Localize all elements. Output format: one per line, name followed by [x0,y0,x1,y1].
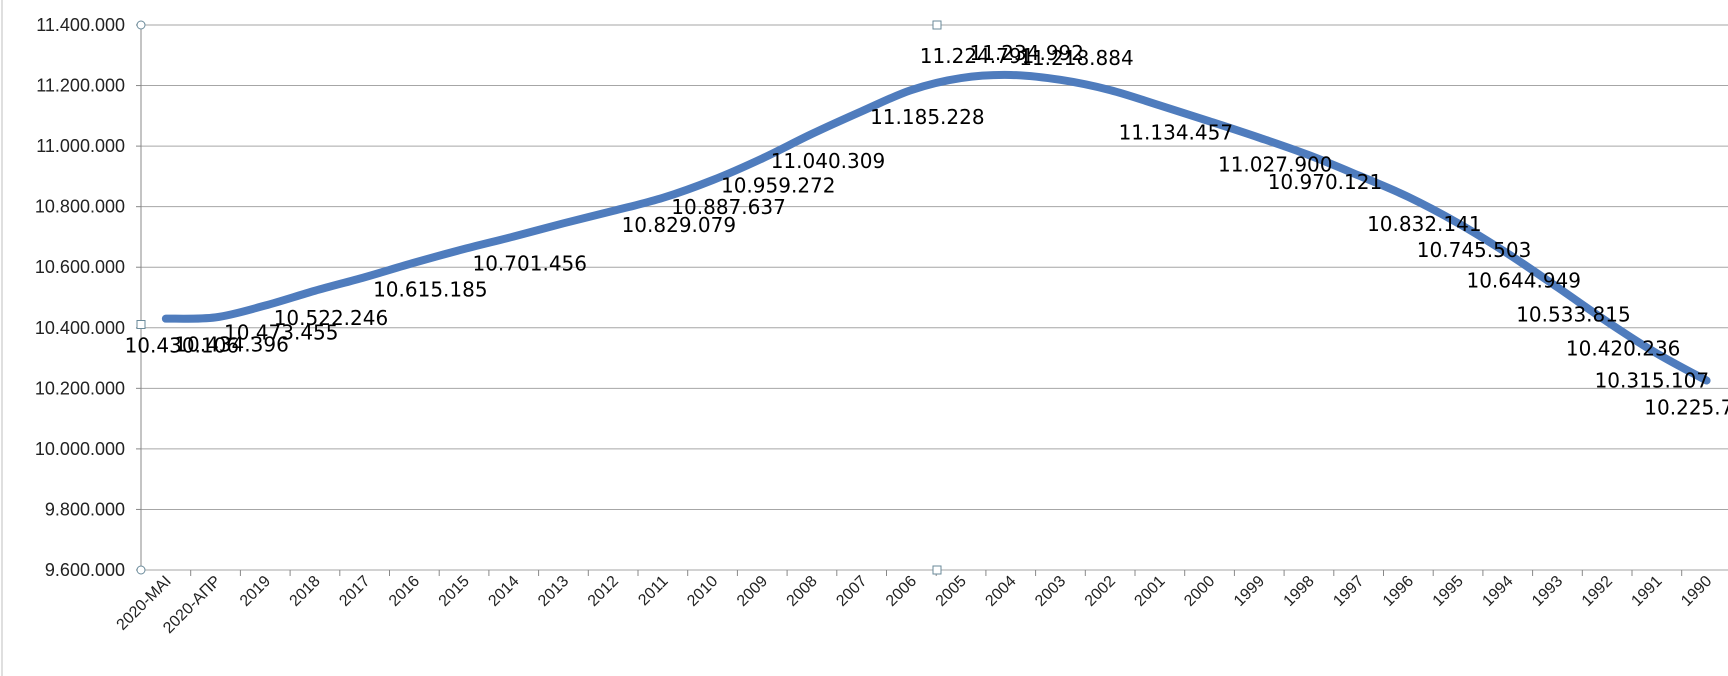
data-label: 11.040.309 [771,149,886,173]
data-label: 10.533.815 [1516,302,1631,326]
x-tick-label: 2012 [585,573,622,610]
selection-handle [932,20,942,30]
data-label: 11.185.228 [870,105,985,129]
data-label: 10.315.107 [1595,368,1710,392]
x-tick-label: 2000 [1181,573,1218,610]
x-tick-label: 1995 [1430,573,1467,610]
data-label: 10.430.106 [125,334,240,358]
data-label: 10.829.079 [622,213,737,237]
x-tick-label: 2019 [237,573,274,610]
data-label: 10.473.455 [224,321,339,345]
selection-handle [136,565,146,575]
y-tick-label: 10.800.000 [35,197,125,217]
selection-handle [136,320,146,329]
data-label: 11.134.457 [1119,120,1234,144]
x-tick-label: 2006 [883,573,920,610]
x-tick-label: 1992 [1579,573,1616,610]
data-label: 10.701.456 [472,252,587,276]
data-label: 10.745.503 [1417,238,1532,262]
x-tick-label: 2008 [784,573,821,610]
x-tick-label: 1994 [1479,573,1516,610]
y-tick-label: 11.000.000 [36,136,125,156]
data-label: 10.970.121 [1268,170,1383,194]
x-tick-label: 2015 [436,573,473,610]
data-label: 10.832.141 [1367,212,1482,236]
y-tick-label: 11.200.000 [36,76,125,96]
x-tick-label: 1990 [1678,573,1715,610]
y-tick-label: 10.400.000 [35,318,125,338]
x-tick-label: 2017 [336,573,373,610]
y-tick-label: 9.600.000 [45,560,125,580]
x-tick-label: 2007 [833,573,870,610]
y-tick-label: 10.000.000 [35,439,125,459]
x-tick-label: 1998 [1281,573,1318,610]
x-tick-label: 1997 [1330,573,1367,610]
data-label: 11.234.992 [969,41,1084,65]
x-tick-label: 2003 [1032,573,1069,610]
x-tick-label: 2002 [1082,573,1119,610]
data-label: 11.224.791 [920,44,1035,68]
x-tick-label: 2009 [734,573,771,610]
data-label: 11.218.884 [1019,46,1134,70]
y-tick-label: 10.600.000 [35,257,125,277]
x-tick-label: 2001 [1131,573,1168,610]
data-label: 11.027.900 [1218,153,1333,177]
selection-handle [932,565,942,575]
x-tick-label: 1991 [1628,573,1665,610]
y-tick-label: 10.200.000 [35,378,125,398]
x-tick-label: 2011 [635,573,671,609]
selection-handle [136,20,146,30]
data-label: 10.225.723 [1644,396,1728,420]
x-tick-label: 2014 [485,573,522,610]
x-tick-label: 2004 [982,573,1019,610]
x-tick-label: 1996 [1380,573,1417,610]
x-tick-label: 1993 [1529,573,1566,610]
x-tick-label: 2016 [386,573,423,610]
data-label: 10.522.246 [274,306,389,330]
x-tick-label: 2018 [287,573,324,610]
data-label: 10.420.236 [1566,337,1681,361]
x-tick-label: 2005 [933,573,970,610]
x-tick-label: 1999 [1231,573,1268,610]
series-line-population [161,70,1711,385]
data-label: 10.644.949 [1466,269,1581,293]
data-label: 10.615.185 [373,278,488,302]
data-label: 10.887.637 [671,195,786,219]
data-label: 10.434.396 [174,332,289,356]
x-tick-label: 2013 [535,573,572,610]
data-label: 10.959.272 [721,173,836,197]
x-tick-label: 2010 [684,573,721,610]
y-tick-label: 11.400.000 [36,15,125,35]
y-tick-label: 9.800.000 [45,499,125,519]
